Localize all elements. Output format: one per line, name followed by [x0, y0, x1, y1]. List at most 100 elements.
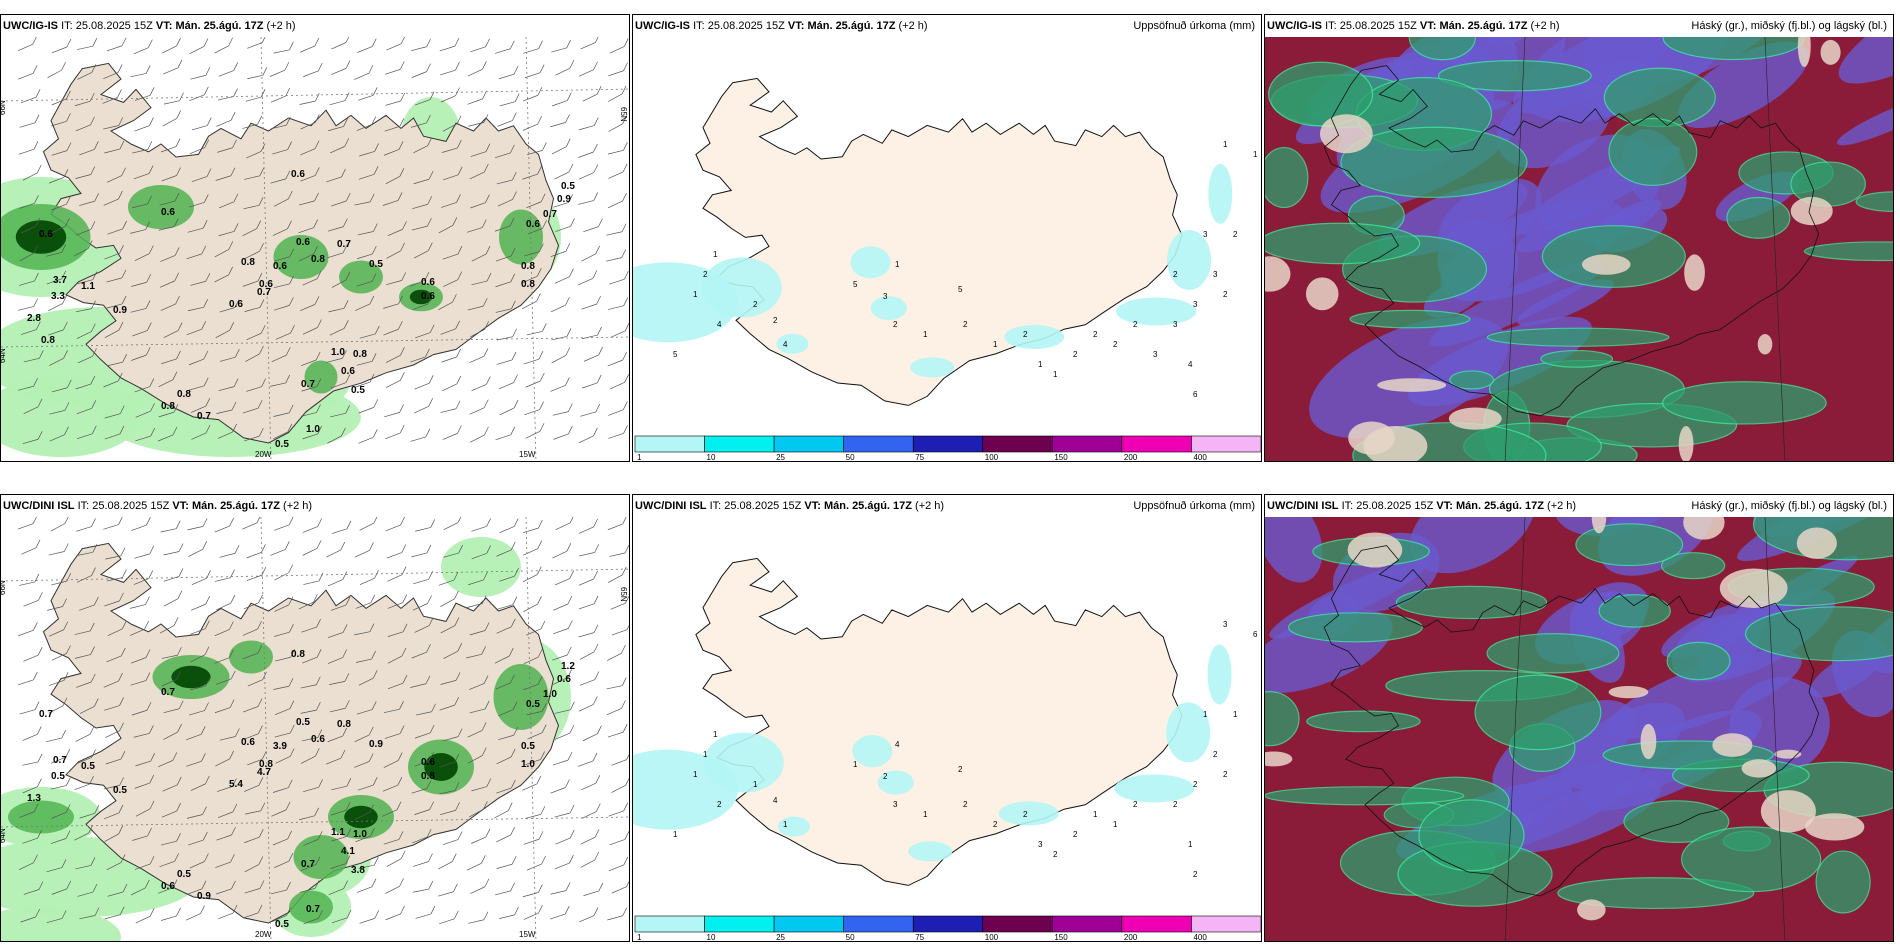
map-cloud-cover[interactable] — [1265, 37, 1893, 461]
wind-barb-feather — [257, 272, 263, 282]
wind-barb — [132, 330, 148, 337]
wind-barb-feather — [593, 192, 599, 201]
wind-barb — [77, 45, 93, 50]
wind-barb-feather — [427, 242, 433, 251]
panel-field-title: Uppsöfnuð úrkoma (mm) — [1133, 20, 1255, 32]
wind-barb-feather — [371, 701, 377, 710]
wind-barb-feather — [289, 724, 295, 734]
wind-barb — [275, 656, 291, 662]
wind-barb — [607, 149, 624, 155]
wind-barb — [523, 656, 539, 665]
colorbar-swatch — [1052, 435, 1123, 453]
wind-barb-feather — [149, 87, 155, 96]
cloud-high-area — [1395, 585, 1548, 620]
wind-barb-feather — [569, 854, 574, 864]
precip-area — [908, 841, 953, 862]
wind-barb — [104, 329, 120, 338]
wind-barb — [357, 94, 374, 101]
wind-barb — [161, 175, 177, 182]
wind-barb — [525, 814, 541, 819]
wind-barb-feather — [455, 802, 460, 811]
wind-barb — [358, 407, 374, 414]
wind-barb — [188, 548, 203, 557]
wind-barb-feather — [565, 779, 570, 788]
precip-value: 1 — [713, 250, 718, 259]
wind-barb — [609, 839, 626, 846]
wind-barb-feather — [119, 592, 124, 602]
wind-barb — [522, 301, 537, 309]
wind-barb — [609, 278, 625, 285]
wind-barb — [135, 410, 151, 418]
wind-barb — [18, 629, 34, 637]
lat-label: 64N — [1, 348, 7, 363]
wind-barb-feather — [258, 594, 263, 603]
wind-barb — [553, 628, 569, 635]
wind-barb-feather — [400, 92, 406, 102]
wind-barb — [22, 837, 38, 844]
wind-barb — [385, 379, 401, 388]
precip-value: 0.6 — [341, 366, 355, 377]
wind-barb — [527, 732, 543, 740]
wind-barb-feather — [205, 398, 211, 407]
wind-barb — [105, 730, 120, 739]
wind-barb-feather — [400, 517, 405, 526]
wind-barb-feather — [402, 221, 407, 230]
clear-sky-area — [1377, 378, 1447, 392]
precip-value: 2 — [753, 300, 758, 309]
wind-barb — [578, 578, 594, 586]
wind-barb — [130, 229, 146, 234]
wind-barb — [130, 308, 147, 313]
wind-barb — [413, 861, 429, 867]
wind-barb — [18, 862, 34, 870]
precip-value: 5 — [958, 285, 963, 294]
wind-barb-feather — [455, 320, 460, 329]
wind-barb — [496, 834, 511, 843]
wind-barb-feather — [289, 41, 294, 50]
wind-barb-feather — [481, 747, 487, 756]
cloud-high-area — [1744, 606, 1893, 662]
map-cloud-cover[interactable] — [1265, 517, 1893, 941]
wind-barb-feather — [289, 297, 294, 306]
wind-barb-feather — [118, 804, 124, 814]
wind-barb — [76, 681, 92, 688]
wind-barb-feather — [369, 193, 375, 203]
wind-barb — [498, 709, 514, 717]
cloud-high-area — [1349, 309, 1471, 329]
wind-barb-feather — [538, 351, 544, 360]
precip-value: 2 — [1223, 290, 1228, 299]
iceland-land — [42, 542, 560, 924]
wind-barb — [271, 354, 287, 363]
wind-barb-feather — [65, 804, 71, 813]
wind-barb — [386, 280, 402, 286]
wind-barb-feather — [537, 676, 543, 685]
wind-barb — [106, 655, 122, 663]
wind-barb — [442, 736, 459, 742]
wind-barb-feather — [34, 573, 40, 583]
wind-barb — [414, 99, 431, 106]
wind-barb — [555, 67, 570, 76]
wind-barb-feather — [230, 670, 236, 680]
wind-barb — [578, 704, 594, 712]
colorbar-tick: 50 — [846, 933, 855, 941]
precip-value: 0.8 — [421, 771, 435, 782]
wind-barb-feather — [539, 401, 544, 410]
map-precip-rate[interactable]: 66N 64N 20W 15W 65N 0.8 0.7 0.7 0.5 0.6 0.8 0.6 3.9 0… — [1, 517, 629, 941]
wind-barb-feather — [428, 880, 434, 890]
wind-barb — [554, 578, 570, 586]
wind-barb — [300, 122, 316, 130]
wind-barb — [496, 179, 513, 185]
wind-barb-feather — [66, 113, 71, 122]
clear-sky-area — [1757, 334, 1773, 355]
wind-barb-feather — [175, 295, 180, 305]
wind-barb-feather — [565, 377, 570, 386]
map-precip-rate[interactable]: 66N 64N 20W 15W 65N 0.6 0.6 0.6 0.6 0.8 0.7 0.8 0.6 0… — [1, 37, 629, 461]
wind-barb — [471, 786, 487, 792]
wind-barb — [496, 359, 513, 365]
wind-barb-feather — [61, 859, 67, 868]
wind-barb — [383, 328, 399, 336]
wind-barb — [244, 888, 261, 894]
wind-barb-feather — [452, 294, 457, 303]
colorbar-tick: 25 — [776, 933, 785, 941]
